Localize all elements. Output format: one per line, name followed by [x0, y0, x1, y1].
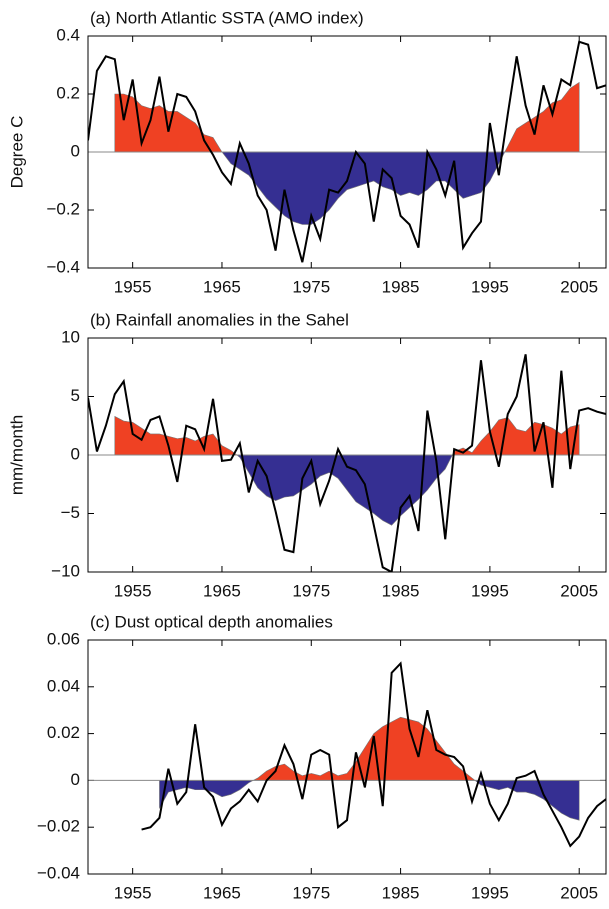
y-tick-label: 0 [71, 770, 80, 789]
area-negative [114, 455, 580, 526]
x-tick-label: 1975 [292, 883, 330, 902]
plot-frame [87, 35, 607, 269]
y-axis-label: mm/month [7, 415, 26, 495]
area-positive [114, 81, 580, 152]
y-tick-label: −0.4 [46, 257, 80, 276]
y-tick-label: 0.02 [47, 723, 80, 742]
x-tick-label: 1955 [114, 581, 152, 600]
y-tick-label: 0 [71, 444, 80, 463]
y-tick-label: 5 [71, 386, 80, 405]
data-line [141, 661, 606, 848]
y-tick-label: −10 [51, 561, 80, 580]
plot-frame [87, 639, 607, 875]
data-line [88, 40, 606, 263]
x-tick-label: 2005 [560, 883, 598, 902]
x-tick-label: 1965 [203, 581, 241, 600]
x-tick-label: 1995 [471, 883, 509, 902]
x-tick-label: 1965 [203, 883, 241, 902]
y-tick-label: 0.06 [47, 629, 80, 648]
x-tick-label: 2005 [560, 277, 598, 296]
x-tick-label: 1955 [114, 277, 152, 296]
y-tick-label: −0.2 [46, 199, 80, 218]
x-tick-label: 1985 [382, 883, 420, 902]
x-tick-label: 1995 [471, 581, 509, 600]
x-tick-label: 1995 [471, 277, 509, 296]
x-tick-label: 2005 [560, 581, 598, 600]
y-tick-label: 0.04 [47, 676, 80, 695]
plot-frame [87, 337, 607, 573]
area-negative [159, 780, 580, 821]
area-positive [159, 716, 580, 781]
y-tick-label: 10 [61, 327, 80, 346]
area-negative [114, 152, 580, 225]
x-tick-label: 1955 [114, 883, 152, 902]
y-tick-label: 0 [71, 141, 80, 160]
y-tick-label: −0.02 [37, 817, 80, 836]
y-tick-label: 0.4 [56, 25, 80, 44]
x-tick-label: 1985 [382, 277, 420, 296]
area-positive [114, 415, 580, 455]
panel-title: (a) North Atlantic SSTA (AMO index) [90, 8, 364, 27]
panel-title: (b) Rainfall anomalies in the Sahel [90, 310, 349, 329]
panel-title: (c) Dust optical depth anomalies [90, 612, 333, 631]
y-tick-label: 0.2 [56, 83, 80, 102]
y-tick-label: −5 [61, 503, 80, 522]
x-tick-label: 1975 [292, 581, 330, 600]
y-axis-label: Degree C [7, 116, 26, 189]
x-tick-label: 1985 [382, 581, 420, 600]
data-line [88, 354, 606, 572]
x-tick-label: 1975 [292, 277, 330, 296]
y-tick-label: −0.04 [37, 863, 80, 882]
x-tick-label: 1965 [203, 277, 241, 296]
